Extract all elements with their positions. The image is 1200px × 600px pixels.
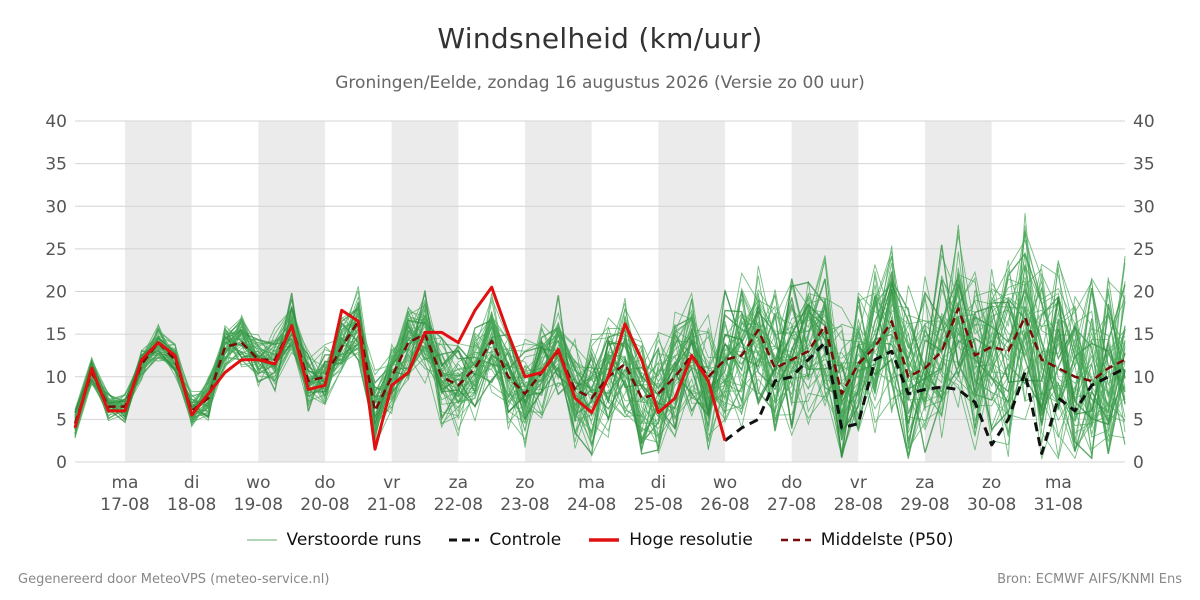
- footer-source: Bron: ECMWF AIFS/KNMI Ens: [997, 572, 1182, 587]
- ensemble-member-line: [74, 250, 1126, 451]
- median-line: [73, 307, 1126, 424]
- ensemble-member-line: [74, 230, 1126, 452]
- x-tick-date-label: 25-08: [634, 495, 683, 515]
- footer-credit: Gegenereerd door MeteoVPS (meteo-service…: [18, 572, 330, 587]
- x-tick-date-label: 18-08: [167, 495, 216, 515]
- x-tick-date-label: 21-08: [367, 495, 416, 515]
- x-tick-day-label: zo: [515, 473, 534, 493]
- x-tick-day-label: do: [314, 473, 335, 493]
- x-tick-day-label: ma: [112, 473, 139, 493]
- y-tick-label-left: 30: [45, 197, 67, 217]
- x-tick-date-label: 27-08: [767, 495, 816, 515]
- x-tick-day-label: ma: [1045, 473, 1072, 493]
- high-resolution-line: [73, 285, 727, 451]
- y-tick-label-left: 25: [45, 240, 67, 260]
- y-tick-label-right: 25: [1133, 240, 1155, 260]
- legend-item-high-resolution[interactable]: Hoge resolutie: [589, 530, 753, 550]
- x-tick-date-label: 26-08: [700, 495, 749, 515]
- ensemble-member-line: [74, 268, 1126, 429]
- y-tick-label-right: 5: [1133, 410, 1144, 430]
- legend-item-perturbed-runs[interactable]: Verstoorde runs: [246, 530, 422, 550]
- y-tick-label-left: 20: [45, 283, 67, 303]
- x-tick-day-label: di: [651, 473, 667, 493]
- x-tick-date-label: 20-08: [300, 495, 349, 515]
- y-tick-label-right: 35: [1133, 155, 1155, 175]
- legend-swatch-perturbed-runs: [246, 539, 277, 541]
- x-tick-day-label: vr: [850, 473, 867, 493]
- y-tick-label-right: 40: [1133, 112, 1155, 132]
- y-tick-label-right: 30: [1133, 197, 1155, 217]
- ensemble-member-line: [74, 245, 1126, 453]
- legend-item-median[interactable]: Middelste (P50): [780, 530, 954, 550]
- legend-swatch-control: [449, 538, 480, 542]
- legend-swatch-high-resolution: [589, 538, 620, 542]
- chart-subtitle: Groningen/Eelde, zondag 16 augustus 2026…: [335, 73, 865, 93]
- x-tick-date-label: 29-08: [900, 495, 949, 515]
- x-tick-day-label: wo: [713, 473, 737, 493]
- ensemble-member-line: [74, 265, 1126, 429]
- chart-title: Windsnelheid (km/uur): [437, 22, 763, 55]
- y-tick-label-right: 10: [1133, 368, 1155, 388]
- control-line: [724, 341, 1126, 455]
- y-tick-label-left: 35: [45, 155, 67, 175]
- y-tick-label-left: 40: [45, 112, 67, 132]
- x-tick-date-label: 24-08: [567, 495, 616, 515]
- legend-label-high-resolution: Hoge resolutie: [629, 530, 753, 550]
- legend-swatch-median: [780, 538, 811, 542]
- chart-legend: Verstoorde runs Controle Hoge resolutie …: [0, 530, 1200, 550]
- x-tick-day-label: wo: [246, 473, 270, 493]
- x-tick-day-label: di: [184, 473, 200, 493]
- x-tick-date-label: 30-08: [967, 495, 1016, 515]
- x-tick-date-label: 23-08: [500, 495, 549, 515]
- legend-label-perturbed-runs: Verstoorde runs: [286, 530, 422, 550]
- ensemble-member-line: [74, 263, 1126, 449]
- x-tick-day-label: za: [915, 473, 934, 493]
- y-tick-label-left: 5: [56, 410, 67, 430]
- x-tick-date-label: 19-08: [234, 495, 283, 515]
- y-tick-label-right: 0: [1133, 453, 1144, 473]
- x-tick-date-label: 31-08: [1034, 495, 1083, 515]
- x-tick-day-label: vr: [383, 473, 400, 493]
- y-tick-label-left: 0: [56, 453, 67, 473]
- x-tick-date-label: 28-08: [834, 495, 883, 515]
- y-tick-label-left: 15: [45, 325, 67, 345]
- ensemble-member-line: [74, 230, 1126, 459]
- legend-label-median: Middelste (P50): [820, 530, 954, 550]
- x-tick-date-label: 22-08: [434, 495, 483, 515]
- x-tick-day-label: do: [781, 473, 802, 493]
- ensemble-member-line: [74, 290, 1126, 431]
- x-tick-day-label: za: [449, 473, 468, 493]
- x-tick-day-label: ma: [578, 473, 605, 493]
- y-tick-label-right: 20: [1133, 283, 1155, 303]
- legend-item-control[interactable]: Controle: [449, 530, 561, 550]
- y-tick-label-left: 10: [45, 368, 67, 388]
- x-tick-date-label: 17-08: [100, 495, 149, 515]
- legend-label-control: Controle: [489, 530, 562, 550]
- x-tick-day-label: zo: [982, 473, 1001, 493]
- y-tick-label-right: 15: [1133, 325, 1155, 345]
